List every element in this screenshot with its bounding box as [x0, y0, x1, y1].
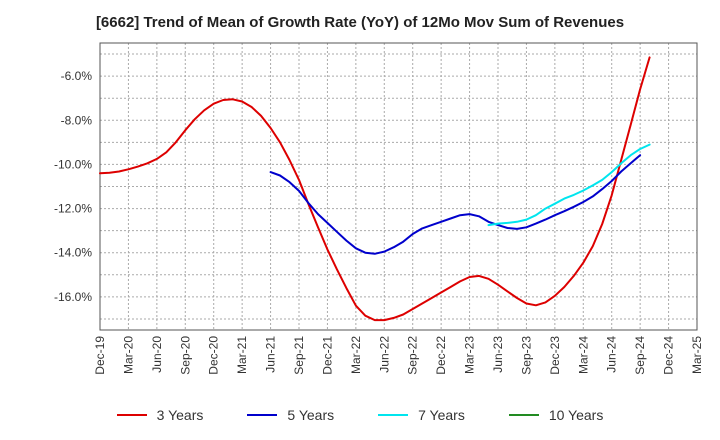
x-tick-label: Sep-22 [406, 336, 420, 375]
y-tick-label: -10.0% [54, 157, 92, 171]
x-tick-label: Jun-22 [377, 336, 391, 373]
x-tick-label: Dec-24 [662, 336, 676, 375]
legend: 3 Years 5 Years 7 Years 10 Years [0, 405, 720, 425]
legend-item-10-years: 10 Years [508, 405, 604, 425]
legend-label-10-years: 10 Years [548, 407, 604, 423]
x-tick-label: Jun-21 [264, 336, 278, 373]
series-line-7-years [487, 143, 651, 227]
legend-item-5-years: 5 Years [247, 405, 334, 425]
axis-layer: Dec-19 Mar-20 Jun-20 Sep-20 Dec-20 Mar-21 Jun-… [54, 42, 704, 375]
x-tick-label: Sep-20 [178, 336, 192, 375]
x-tick-label: Sep-23 [519, 336, 533, 375]
x-tick-label: Jun-20 [150, 336, 164, 373]
x-tick-label: Dec-22 [434, 336, 448, 375]
x-tick-label: Dec-21 [320, 336, 334, 375]
x-tick-label: Mar-25 [690, 336, 704, 374]
x-tick-label: Mar-20 [121, 336, 135, 374]
x-tick-label: Mar-24 [576, 336, 590, 374]
x-tick-label: Jun-23 [491, 336, 505, 373]
x-tick-label: Dec-23 [548, 336, 562, 375]
legend-item-7-years: 7 Years [378, 405, 465, 425]
chart-title: [6662] Trend of Mean of Growth Rate (YoY… [95, 14, 625, 31]
x-tick-label: Dec-19 [93, 336, 107, 375]
legend-label-3-years: 3 Years [156, 407, 204, 423]
x-tick-label: Dec-20 [207, 336, 221, 375]
plot-frame [99, 42, 698, 331]
legend-swatch-7-years [378, 414, 409, 416]
series-line-5-years [269, 154, 642, 255]
legend-item-3-years: 3 Years [116, 405, 204, 425]
legend-swatch-3-years [116, 414, 147, 416]
x-tick-label: Sep-24 [633, 336, 647, 375]
series-layer [99, 56, 651, 322]
x-tick-label: Sep-21 [292, 336, 306, 375]
y-tick-label: -14.0% [54, 246, 92, 260]
x-tick-label: Mar-21 [235, 336, 249, 374]
y-tick-label: -8.0% [61, 113, 93, 127]
y-tick-label: -12.0% [54, 202, 92, 216]
legend-label-5-years: 5 Years [287, 407, 335, 423]
series-line-3-years [99, 56, 651, 322]
x-tick-label: Mar-23 [463, 336, 477, 374]
legend-swatch-10-years [508, 414, 539, 416]
x-tick-label: Jun-24 [605, 336, 619, 373]
legend-swatch-5-years [247, 414, 278, 416]
grid-layer [99, 43, 698, 330]
y-tick-label: -16.0% [54, 290, 92, 304]
y-tick-label: -6.0% [61, 69, 93, 83]
legend-label-7-years: 7 Years [418, 407, 465, 423]
x-tick-label: Mar-22 [349, 336, 363, 374]
